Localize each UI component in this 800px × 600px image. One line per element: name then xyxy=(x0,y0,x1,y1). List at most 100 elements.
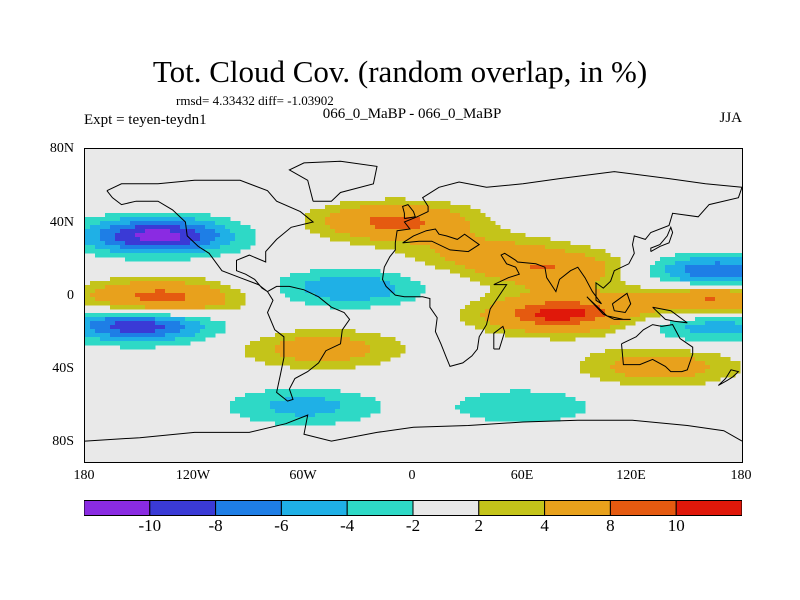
field-cell xyxy=(320,233,326,238)
field-cell xyxy=(590,357,596,362)
field-cell xyxy=(350,201,356,206)
field-cell xyxy=(325,329,331,334)
field-cell xyxy=(485,229,491,234)
field-cell xyxy=(505,305,511,310)
field-cell xyxy=(480,393,486,398)
field-cell xyxy=(550,413,556,418)
field-cell xyxy=(115,229,121,234)
field-cell xyxy=(440,245,446,250)
field-cell xyxy=(545,261,551,266)
field-cell xyxy=(150,337,156,342)
field-cell xyxy=(150,257,156,262)
field-cell xyxy=(560,293,566,298)
field-cell xyxy=(670,361,676,366)
field-cell xyxy=(445,205,451,210)
field-cell xyxy=(315,397,321,402)
field-cell xyxy=(485,409,491,414)
field-cell xyxy=(725,297,731,302)
field-cell xyxy=(400,221,406,226)
field-cell xyxy=(230,237,236,242)
field-cell xyxy=(90,241,96,246)
field-cell xyxy=(100,337,106,342)
field-cell xyxy=(445,225,451,230)
field-cell xyxy=(125,233,131,238)
field-cell xyxy=(230,221,236,226)
field-cell xyxy=(435,209,441,214)
field-cell xyxy=(710,273,716,278)
field-cell xyxy=(500,265,506,270)
field-cell xyxy=(320,361,326,366)
field-cell xyxy=(175,297,181,302)
case-label: 066_0_MaBP - 066_0_MaBP xyxy=(322,106,502,122)
field-cell xyxy=(705,305,711,310)
field-cell xyxy=(160,337,166,342)
field-cell xyxy=(665,329,671,334)
field-cell xyxy=(640,381,646,386)
field-cell xyxy=(415,253,421,258)
field-cell xyxy=(250,237,256,242)
field-cell xyxy=(690,281,696,286)
field-cell xyxy=(360,297,366,302)
field-cell xyxy=(170,285,176,290)
field-cell xyxy=(685,269,691,274)
field-cell xyxy=(630,309,636,314)
field-cell xyxy=(205,301,211,306)
field-cell xyxy=(360,337,366,342)
field-cell xyxy=(200,233,206,238)
field-cell xyxy=(135,313,141,318)
field-cell xyxy=(90,325,96,330)
field-cell xyxy=(380,301,386,306)
field-cell xyxy=(585,289,591,294)
field-cell xyxy=(560,269,566,274)
field-cell xyxy=(680,261,686,266)
field-cell xyxy=(585,317,591,322)
field-cell xyxy=(205,241,211,246)
field-cell xyxy=(340,213,346,218)
field-cell xyxy=(370,333,376,338)
field-cell xyxy=(145,317,151,322)
field-cell xyxy=(260,409,266,414)
field-cell xyxy=(305,281,311,286)
field-cell xyxy=(320,329,326,334)
field-cell xyxy=(675,277,681,282)
field-cell xyxy=(560,393,566,398)
field-cell xyxy=(485,233,491,238)
field-cell xyxy=(500,257,506,262)
field-cell xyxy=(660,309,666,314)
field-cell xyxy=(445,233,451,238)
field-cell xyxy=(465,233,471,238)
field-cell xyxy=(115,241,121,246)
field-cell xyxy=(245,237,251,242)
field-cell xyxy=(730,269,736,274)
field-cell xyxy=(535,277,541,282)
field-cell xyxy=(235,289,241,294)
field-cell xyxy=(515,249,521,254)
field-cell xyxy=(560,329,566,334)
field-cell xyxy=(290,361,296,366)
field-cell xyxy=(295,333,301,338)
field-cell xyxy=(345,405,351,410)
field-cell xyxy=(515,237,521,242)
field-cell xyxy=(320,421,326,426)
field-cell xyxy=(330,205,336,210)
field-cell xyxy=(225,229,231,234)
field-cell xyxy=(575,313,581,318)
field-cell xyxy=(395,249,401,254)
field-cell xyxy=(540,293,546,298)
field-cell xyxy=(650,269,656,274)
field-cell xyxy=(430,201,436,206)
field-cell xyxy=(305,213,311,218)
field-cell xyxy=(445,249,451,254)
field-cell xyxy=(175,285,181,290)
field-cell xyxy=(345,221,351,226)
field-cell xyxy=(320,221,326,226)
field-cell xyxy=(725,361,731,366)
field-cell xyxy=(400,293,406,298)
field-cell xyxy=(395,233,401,238)
field-cell xyxy=(95,221,101,226)
field-cell xyxy=(110,217,116,222)
field-cell xyxy=(705,321,711,326)
field-cell xyxy=(390,241,396,246)
field-cell xyxy=(185,341,191,346)
field-cell xyxy=(170,305,176,310)
